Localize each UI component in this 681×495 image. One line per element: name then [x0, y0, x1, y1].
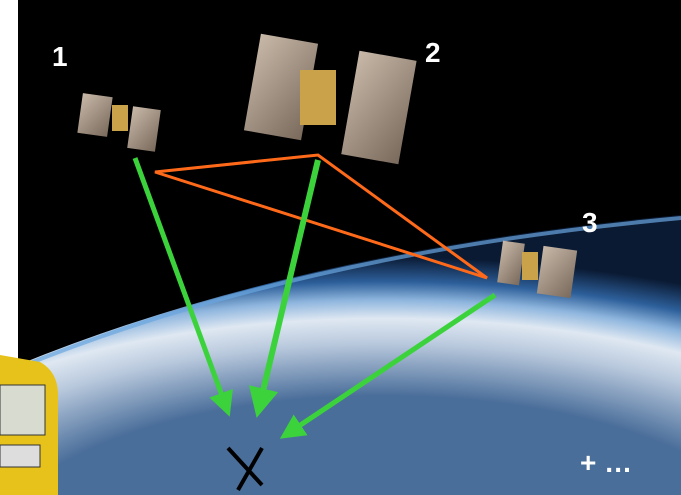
satellite-3 [497, 240, 578, 299]
more-label: + … [580, 447, 632, 478]
earth [18, 215, 681, 495]
satellite-1 [77, 93, 161, 152]
gps-device [0, 355, 58, 495]
position-cross [226, 446, 264, 491]
signal-arrow [248, 159, 321, 418]
satellite-2 [243, 33, 417, 165]
signal-arrow [279, 292, 497, 439]
atmosphere [17, 216, 681, 370]
satellite-label: 3 [582, 207, 598, 238]
triangle [154, 153, 488, 280]
signal-arrow [132, 157, 233, 417]
satellite-label: 1 [52, 41, 68, 72]
satellite-label: 2 [425, 37, 441, 68]
